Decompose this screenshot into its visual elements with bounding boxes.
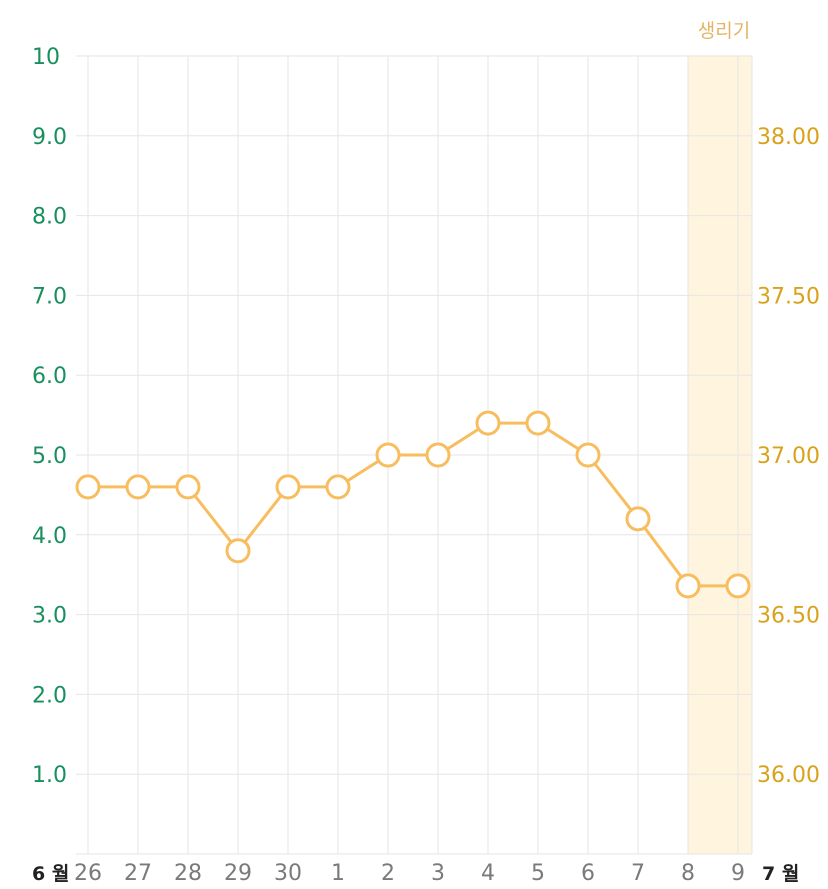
- data-point[interactable]: [375, 442, 401, 468]
- left-axis-tick-label: 6.0: [32, 364, 67, 389]
- x-axis-tick-label: 29: [224, 861, 252, 886]
- x-axis-tick-label: 8: [681, 861, 695, 886]
- x-axis: 26 27 28 29 30 1 2 3 4 5 6 7 8 9: [74, 861, 745, 886]
- period-label: 생리기: [698, 20, 750, 42]
- x-axis-tick-label: 9: [731, 861, 745, 886]
- left-axis-tick-label: 7.0: [32, 284, 67, 309]
- x-axis-tick-label: 6: [581, 861, 595, 886]
- data-point[interactable]: [175, 474, 201, 500]
- left-axis-tick-label: 5.0: [32, 444, 67, 469]
- month-label-start: 6 월: [32, 863, 69, 885]
- grid-layer: [76, 55, 753, 855]
- series-line: [88, 421, 738, 588]
- right-axis-tick-label: 38.00: [757, 125, 820, 150]
- data-point[interactable]: [425, 442, 451, 468]
- data-point[interactable]: [675, 573, 701, 599]
- x-axis-tick-label: 5: [531, 861, 545, 886]
- left-axis-tick-label: 1.0: [32, 763, 67, 788]
- x-axis-tick-label: 7: [631, 861, 645, 886]
- left-axis-tick-label: 3.0: [32, 604, 67, 629]
- left-axis-tick-label: 2.0: [32, 683, 67, 708]
- right-axis-tick-label: 36.50: [757, 604, 820, 629]
- right-axis-tick-label: 36.00: [757, 763, 820, 788]
- left-axis: 1.0 2.0 3.0 4.0 5.0 6.0 7.0 8.0 9.0 10: [32, 45, 67, 788]
- right-axis-tick-label: 37.50: [757, 284, 820, 309]
- x-axis-tick-label: 2: [381, 861, 395, 886]
- data-point[interactable]: [475, 410, 501, 436]
- x-axis-tick-label: 4: [481, 861, 495, 886]
- right-axis-tick-label: 37.00: [757, 444, 820, 469]
- data-point[interactable]: [225, 538, 251, 564]
- left-axis-tick-label: 8.0: [32, 205, 67, 230]
- series-layer: [75, 410, 751, 599]
- data-point[interactable]: [525, 410, 551, 436]
- x-axis-tick-label: 26: [74, 861, 102, 886]
- x-axis-tick-label: 3: [431, 861, 445, 886]
- left-axis-tick-label: 9.0: [32, 125, 67, 150]
- left-axis-tick-label: 4.0: [32, 524, 67, 549]
- data-point[interactable]: [125, 474, 151, 500]
- x-axis-tick-label: 30: [274, 861, 302, 886]
- data-point[interactable]: [575, 442, 601, 468]
- data-point[interactable]: [625, 506, 651, 532]
- data-point[interactable]: [725, 573, 751, 599]
- x-axis-tick-label: 27: [124, 861, 152, 886]
- month-label-end: 7 월: [762, 863, 799, 885]
- right-axis: 36.00 36.50 37.00 37.50 38.00: [757, 125, 820, 788]
- left-axis-tick-label: 10: [32, 45, 60, 70]
- x-axis-tick-label: 1: [331, 861, 345, 886]
- x-axis-tick-label: 28: [174, 861, 202, 886]
- data-point[interactable]: [275, 474, 301, 500]
- data-point[interactable]: [325, 474, 351, 500]
- data-point[interactable]: [75, 474, 101, 500]
